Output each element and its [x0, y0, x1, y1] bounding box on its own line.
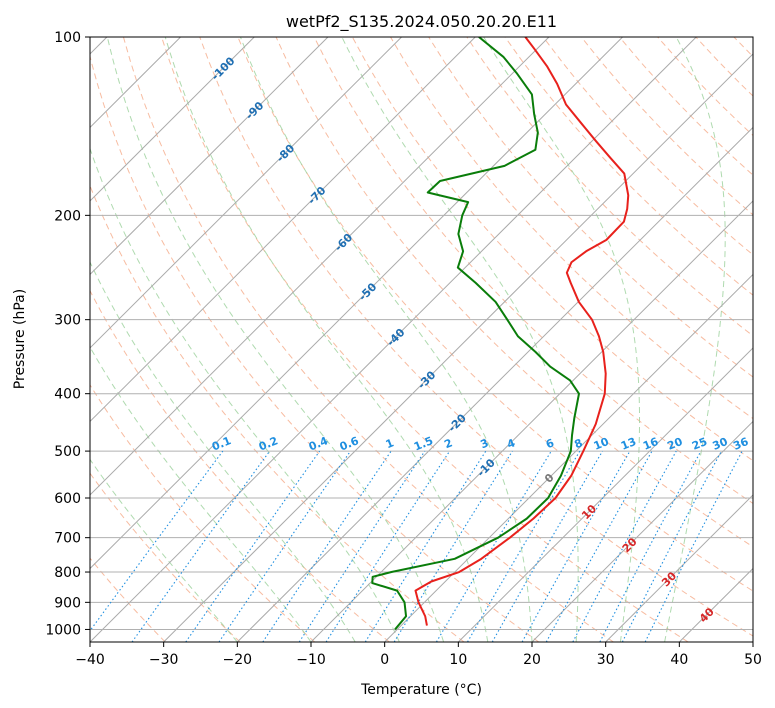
isotherm-line: [384, 273, 753, 642]
y-tick-label: 800: [54, 565, 81, 581]
mixing-ratio-label: 20: [665, 435, 684, 453]
mixing-ratio-label: 30: [711, 435, 730, 453]
plot-frame: [89, 36, 754, 643]
mixing-ratio-label: 10: [592, 435, 611, 453]
dry-adiabat-line: [90, 184, 465, 642]
profile-lines: [371, 37, 630, 631]
dry-adiabat-line: [313, 37, 753, 505]
mixing-ratio-line: [325, 450, 451, 642]
mixing-ratio-line: [90, 450, 224, 632]
dry-adiabat-line: [466, 37, 753, 337]
dry-adiabat-line: [351, 37, 753, 462]
isotherm-line: [310, 200, 753, 642]
mixing-ratio-line: [521, 450, 631, 642]
isotherm-line: [90, 37, 550, 496]
y-tick-label: 200: [54, 208, 81, 224]
isotherm-line: [90, 37, 476, 423]
dry-adiabat-line: [122, 37, 614, 642]
mixing-ratio-label: 16: [641, 435, 660, 453]
y-tick-label: 500: [54, 444, 81, 460]
chart-title: wetPf2_S135.2024.050.20.20.E11: [286, 12, 557, 32]
isotherm-line: [90, 37, 697, 642]
moist-adiabat-line: [664, 37, 726, 642]
y-tick-label: 300: [54, 313, 81, 329]
mixing-ratio-label: 25: [690, 435, 709, 453]
x-tick-label: −20: [223, 652, 253, 668]
mixing-ratio-line: [218, 450, 351, 642]
x-tick-label: 0: [380, 652, 389, 668]
mixing-ratio-line: [644, 450, 743, 642]
x-tick-label: 50: [744, 652, 762, 668]
x-tick-label: 30: [597, 652, 615, 668]
dry-adiabat-line: [90, 472, 241, 642]
x-tick-label: −30: [149, 652, 179, 668]
mixing-ratio-label: 3: [479, 436, 491, 451]
mixing-ratio-label: 8: [573, 436, 585, 451]
mixing-ratio-line: [298, 450, 426, 642]
mixing-ratio-line: [364, 450, 487, 642]
isotherm-line: [605, 494, 753, 642]
isotherm-line: [90, 37, 255, 202]
mixing-ratio-label: 36: [731, 435, 750, 453]
mixing-ratio-line: [545, 450, 653, 642]
y-tick-label: 700: [54, 531, 81, 547]
mixing-ratio-label: 13: [619, 435, 638, 453]
mixing-ratio-line: [262, 450, 392, 642]
background-lines: [90, 37, 753, 642]
moist-adiabat-line: [164, 37, 489, 642]
y-tick-label: 100: [54, 30, 81, 46]
isotherm-line: [163, 53, 753, 642]
x-tick-label: 10: [449, 652, 467, 668]
x-tick-label: 40: [670, 652, 688, 668]
x-axis-title: Temperature (°C): [360, 682, 482, 698]
dry-adiabat-line: [504, 37, 753, 296]
isotherm-line: [90, 37, 623, 570]
dry-adiabat-line: [390, 37, 753, 420]
y-tick-label: 600: [54, 491, 81, 507]
mixing-ratio-line: [572, 450, 677, 642]
moist-adiabat-line: [240, 37, 533, 642]
moist-adiabat-line: [341, 37, 579, 642]
axes: −40 −30 −20 −10 0 10 20 30 40 50 1000 900 800 700 600 5…: [45, 30, 762, 668]
dry-adiabat-line: [90, 383, 316, 642]
isotherm-line: [236, 126, 753, 642]
dry-adiabat-line: [237, 37, 753, 592]
isotherm-line: [531, 420, 753, 642]
mixing-ratio-line: [393, 450, 513, 642]
temperature-line: [414, 37, 630, 626]
x-tick-label: 20: [523, 652, 541, 668]
moist-adiabat-line: [90, 458, 238, 642]
isotherm-line: [457, 347, 753, 642]
isotherm-line: [90, 37, 402, 349]
dry-adiabat-line: [161, 37, 689, 642]
dry-adiabat-line: [275, 37, 753, 548]
mixing-ratio-line: [185, 450, 321, 642]
mixing-ratio-label: 2: [442, 436, 454, 451]
mixing-ratio-label: 1: [384, 436, 396, 451]
moist-adiabat-line: [90, 147, 400, 642]
x-tick-label: −10: [296, 652, 326, 668]
dewpoint-line: [371, 37, 580, 631]
moist-adiabat-line: [106, 37, 445, 642]
moist-adiabat-line: [483, 37, 641, 642]
x-tick-label: −40: [75, 652, 105, 668]
y-axis-title: Pressure (hPa): [12, 289, 28, 389]
moist-adiabat-line: [90, 261, 356, 642]
dry-adiabat-line: [90, 54, 540, 642]
plot-background: [90, 37, 753, 642]
isotherm-line: [90, 37, 329, 276]
y-tick-label: 900: [54, 595, 81, 611]
dry-adiabat-line: [90, 289, 390, 642]
isotherm-line: [752, 641, 753, 642]
y-tick-label: 1000: [45, 622, 81, 638]
dry-adiabat-line: [428, 37, 753, 378]
y-tick-label: 400: [54, 387, 81, 403]
mixing-ratio-line: [131, 450, 271, 642]
